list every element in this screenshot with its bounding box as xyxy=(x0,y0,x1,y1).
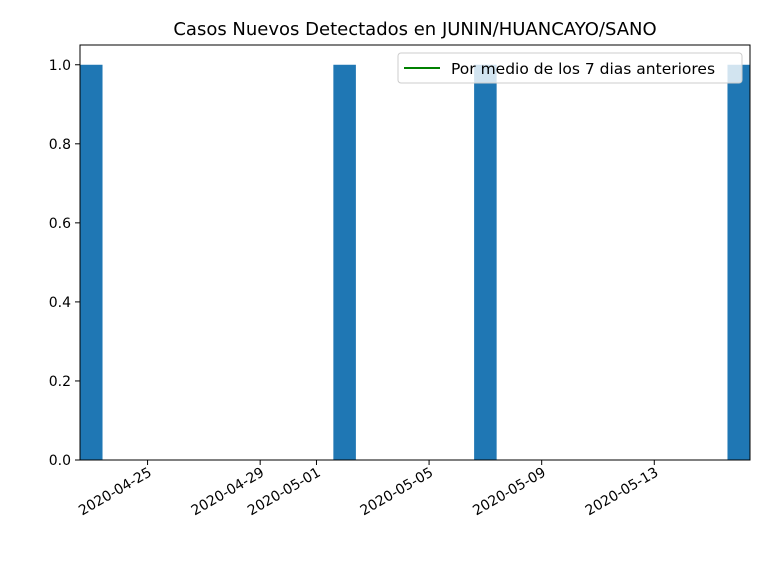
bar xyxy=(474,64,497,460)
y-axis-ticks: 0.0 0.2 0.4 0.6 0.8 1.0 xyxy=(49,58,80,469)
bar xyxy=(727,64,750,460)
y-tick-label: 0.8 xyxy=(49,137,71,153)
plot-frame xyxy=(79,44,751,461)
legend-label: Por medio de los 7 dias anteriores xyxy=(451,60,715,78)
bar xyxy=(80,64,103,460)
legend-box xyxy=(397,52,743,84)
bar xyxy=(333,64,356,460)
chart-title: Casos Nuevos Detectados en JUNIN/HUANCAY… xyxy=(173,19,656,40)
y-tick-label: 1.0 xyxy=(49,58,71,74)
bars-group xyxy=(80,64,750,460)
y-tick-label: 0.4 xyxy=(49,295,71,311)
y-tick-label: 0.6 xyxy=(49,216,71,232)
y-tick-label: 0.2 xyxy=(49,374,71,390)
y-tick-label: 0.0 xyxy=(49,453,71,469)
legend: Por medio de los 7 dias anteriores xyxy=(397,52,743,84)
